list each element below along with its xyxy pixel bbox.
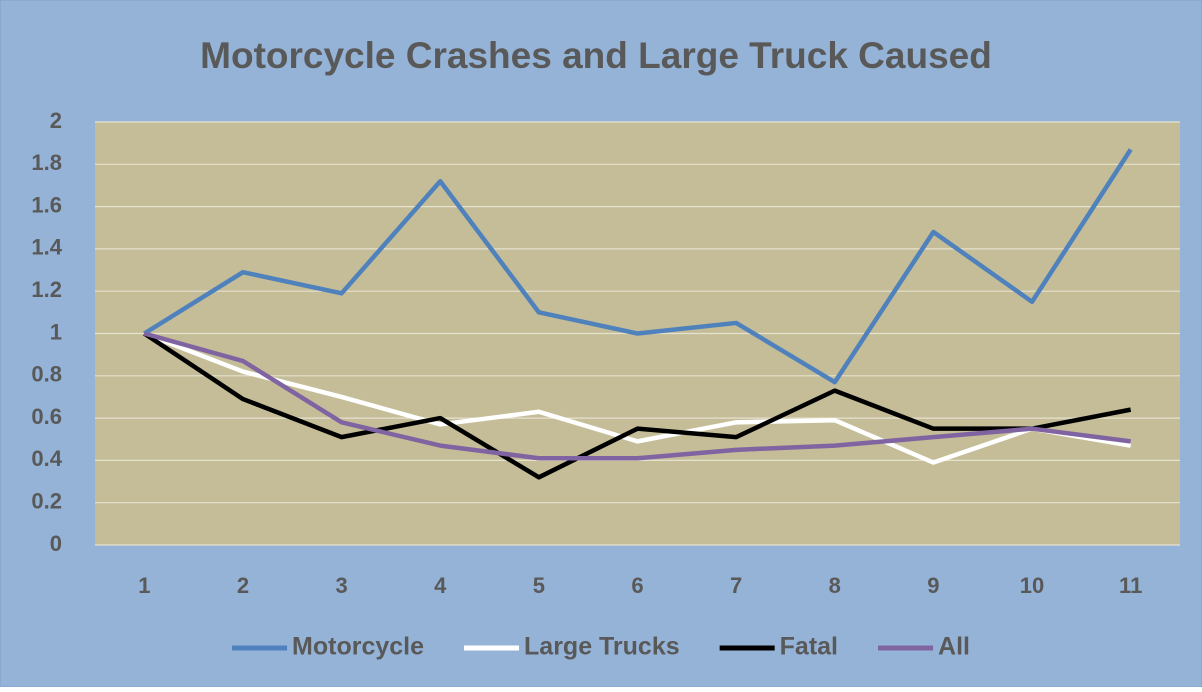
y-tick-label: 0.4	[31, 446, 62, 471]
x-tick-label: 2	[237, 573, 249, 598]
legend-label: Large Trucks	[524, 633, 680, 661]
x-tick-label: 5	[533, 573, 545, 598]
series-line	[143, 331, 1132, 465]
x-tick-label: 1	[138, 573, 150, 598]
y-tick-label: 0.8	[31, 362, 62, 387]
x-tick-label: 10	[1020, 573, 1044, 598]
y-tick-label: 1.4	[31, 235, 62, 260]
legend-label: Fatal	[780, 633, 838, 661]
series-line	[143, 148, 1133, 385]
series-line	[143, 331, 1132, 480]
x-tick-label: 4	[434, 573, 447, 598]
y-tick-label: 0.6	[31, 404, 62, 429]
x-tick-label: 8	[829, 573, 841, 598]
y-tick-label: 1.2	[31, 277, 62, 302]
y-tick-label: 1.8	[31, 150, 62, 175]
y-tick-label: 0	[50, 531, 62, 556]
x-tick-label: 6	[631, 573, 643, 598]
x-tick-label: 9	[927, 573, 939, 598]
x-tick-label: 3	[335, 573, 347, 598]
chart-title: Motorcycle Crashes and Large Truck Cause…	[200, 35, 992, 76]
series-line	[143, 331, 1131, 461]
x-tick-label: 11	[1119, 573, 1142, 598]
legend-label: Motorcycle	[292, 633, 424, 661]
y-tick-label: 2	[50, 108, 62, 133]
y-tick-label: 1	[50, 319, 62, 344]
y-tick-label: 1.6	[31, 192, 62, 217]
y-tick-label: 0.2	[31, 489, 62, 514]
legend-label: All	[938, 633, 970, 661]
x-tick-label: 7	[730, 573, 742, 598]
